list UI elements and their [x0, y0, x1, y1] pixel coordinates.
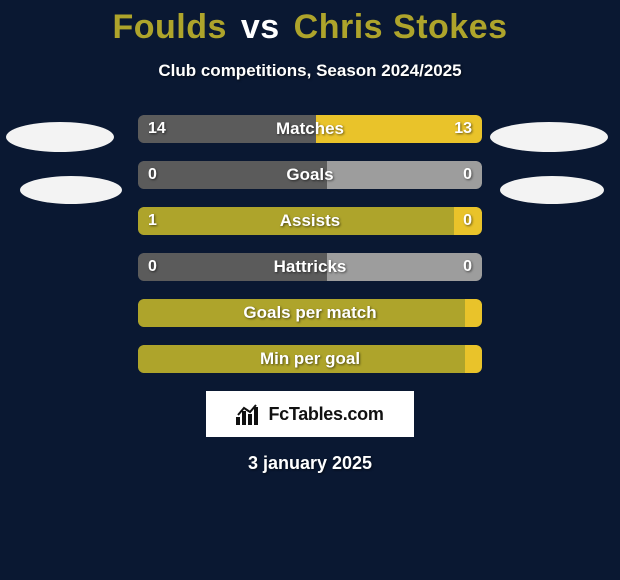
- player1-photo-placeholder-top: [6, 122, 114, 152]
- stat-value-right: 0: [463, 161, 472, 189]
- comparison-title: Foulds vs Chris Stokes: [0, 0, 620, 47]
- stat-row: Goals per match: [138, 299, 482, 327]
- player2-photo-placeholder-top: [490, 122, 608, 152]
- stat-label: Min per goal: [138, 345, 482, 373]
- content-area: Matches1413Goals00Assists10Hattricks00Go…: [0, 115, 620, 373]
- stat-row: Matches14 13: [138, 115, 482, 143]
- stat-bars-container: Matches1413Goals00Assists10Hattricks00Go…: [138, 115, 482, 373]
- stat-label: Matches: [138, 115, 482, 143]
- stat-value-left: 14: [148, 115, 166, 143]
- logo-text: FcTables.com: [268, 404, 383, 425]
- stat-value-right: 13: [454, 115, 472, 143]
- stat-value-left: 0: [148, 253, 157, 281]
- stat-row: Goals0 0: [138, 161, 482, 189]
- player1-name: Foulds: [112, 8, 226, 46]
- stat-value-left: 1: [148, 207, 157, 235]
- date-text: 3 january 2025: [0, 453, 620, 474]
- fctables-logo-icon: [236, 403, 262, 425]
- player2-photo-placeholder-bottom: [500, 176, 604, 204]
- stat-value-left: 0: [148, 161, 157, 189]
- player1-photo-placeholder-bottom: [20, 176, 122, 204]
- stat-value-right: 0: [463, 253, 472, 281]
- stat-label: Goals: [138, 161, 482, 189]
- stat-label: Assists: [138, 207, 482, 235]
- stat-value-right: 0: [463, 207, 472, 235]
- stat-row: Assists1 0: [138, 207, 482, 235]
- stat-label: Hattricks: [138, 253, 482, 281]
- subtitle: Club competitions, Season 2024/2025: [0, 61, 620, 81]
- vs-text: vs: [241, 8, 280, 46]
- stat-row: Min per goal: [138, 345, 482, 373]
- stat-label: Goals per match: [138, 299, 482, 327]
- stat-row: Hattricks0 0: [138, 253, 482, 281]
- logo-box: FcTables.com: [206, 391, 414, 437]
- player2-name: Chris Stokes: [294, 8, 508, 46]
